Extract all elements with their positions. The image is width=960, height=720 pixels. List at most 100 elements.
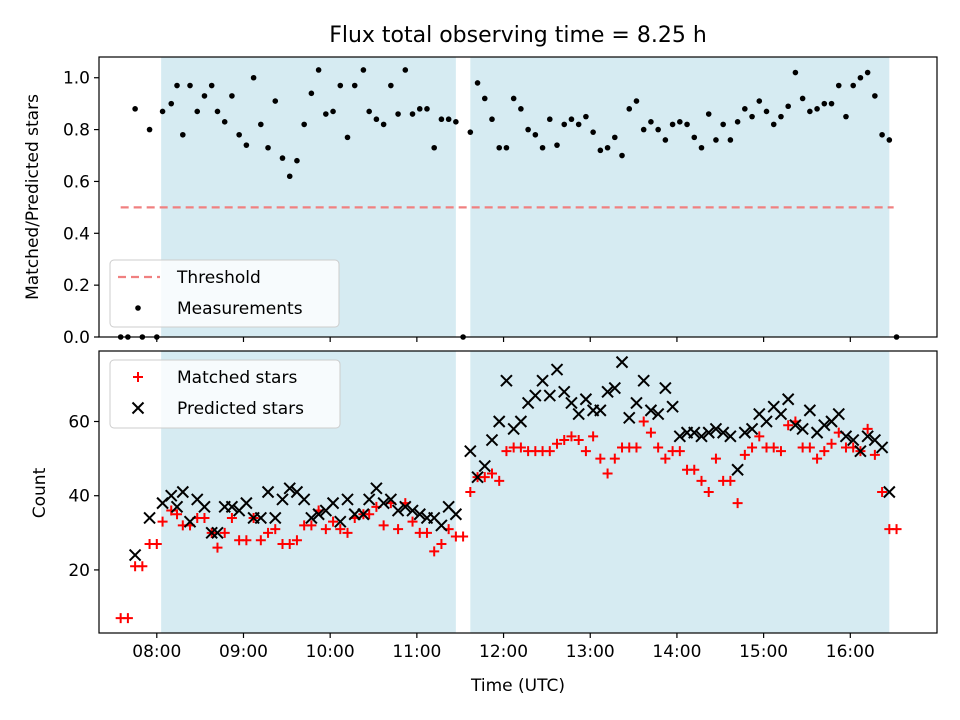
data-point bbox=[631, 442, 642, 453]
data-point bbox=[803, 404, 817, 417]
data-point bbox=[243, 142, 250, 148]
data-point bbox=[689, 464, 700, 475]
data-point bbox=[796, 422, 809, 436]
y-tick-label: 0.8 bbox=[63, 121, 90, 141]
x-tick-label: 16:00 bbox=[826, 642, 875, 662]
y-tick-label: 40 bbox=[68, 487, 90, 507]
data-point bbox=[799, 95, 806, 102]
data-point bbox=[187, 82, 193, 89]
data-point bbox=[778, 113, 784, 120]
data-point bbox=[792, 69, 799, 76]
data-point bbox=[180, 131, 186, 138]
data-point bbox=[804, 442, 815, 453]
data-point bbox=[402, 67, 409, 73]
data-point bbox=[421, 527, 432, 538]
data-point bbox=[698, 144, 705, 151]
data-point bbox=[485, 433, 499, 447]
data-point bbox=[323, 111, 329, 117]
data-point bbox=[261, 485, 275, 499]
data-point bbox=[760, 415, 773, 428]
data-point bbox=[205, 526, 218, 540]
y-tick-label: 0.4 bbox=[63, 224, 90, 244]
y-tick-label: 0.0 bbox=[63, 328, 90, 348]
data-point bbox=[236, 131, 242, 138]
data-point bbox=[194, 108, 201, 115]
x-tick-label: 13:00 bbox=[566, 642, 615, 662]
data-point bbox=[674, 446, 685, 457]
data-point bbox=[819, 446, 830, 457]
shaded-interval-2 bbox=[470, 351, 890, 633]
data-point bbox=[250, 74, 257, 81]
data-point bbox=[883, 485, 896, 499]
data-point bbox=[864, 69, 871, 76]
data-point bbox=[546, 116, 553, 123]
x-tick-label: 08:00 bbox=[132, 642, 181, 662]
data-point bbox=[399, 500, 412, 514]
data-point bbox=[255, 535, 266, 546]
data-point bbox=[240, 496, 253, 510]
data-point bbox=[875, 441, 889, 454]
data-point bbox=[301, 121, 307, 128]
data-point bbox=[602, 468, 613, 479]
data-point bbox=[366, 108, 372, 115]
data-point bbox=[768, 442, 779, 453]
data-point bbox=[467, 129, 474, 135]
data-point bbox=[619, 152, 625, 159]
data-point bbox=[626, 106, 633, 112]
legend-label: Measurements bbox=[177, 299, 303, 319]
y-tick-label: 60 bbox=[68, 413, 90, 433]
data-point bbox=[380, 121, 387, 128]
data-point bbox=[258, 121, 264, 128]
data-point bbox=[604, 144, 611, 151]
data-point bbox=[176, 485, 190, 499]
data-point bbox=[283, 482, 296, 495]
data-point bbox=[518, 106, 524, 112]
data-point bbox=[595, 453, 606, 464]
data-point bbox=[566, 431, 577, 442]
data-point bbox=[651, 407, 665, 421]
data-point bbox=[745, 422, 759, 436]
data-point bbox=[580, 446, 591, 457]
data-point bbox=[330, 108, 336, 115]
data-point bbox=[857, 74, 864, 81]
data-point bbox=[272, 98, 279, 104]
data-point bbox=[854, 444, 867, 458]
data-point bbox=[436, 538, 447, 549]
bottom-panel: 20 40 60 08:00 09:00 10:00 11:00 12:00 13:00 14:0… bbox=[68, 350, 938, 662]
data-point bbox=[337, 82, 344, 89]
data-point bbox=[384, 493, 398, 506]
legend: Matched stars Predicted stars bbox=[109, 359, 341, 429]
data-point bbox=[818, 419, 831, 432]
data-point bbox=[263, 527, 274, 538]
data-point bbox=[395, 111, 401, 117]
data-point bbox=[738, 426, 752, 439]
data-point bbox=[812, 453, 823, 464]
data-point bbox=[850, 82, 856, 89]
y-tick-label: 20 bbox=[68, 561, 90, 581]
data-point bbox=[879, 131, 885, 138]
legend-marker bbox=[133, 372, 143, 382]
data-point bbox=[486, 468, 497, 479]
data-point bbox=[559, 435, 570, 446]
data-point bbox=[645, 427, 656, 438]
data-point bbox=[861, 430, 874, 443]
data-point bbox=[835, 82, 842, 89]
data-point bbox=[229, 93, 235, 99]
data-point bbox=[575, 121, 582, 128]
data-point bbox=[165, 489, 178, 502]
data-point bbox=[839, 430, 853, 443]
data-point bbox=[198, 500, 211, 514]
data-point bbox=[713, 137, 719, 143]
data-point bbox=[291, 535, 302, 546]
data-point bbox=[550, 363, 564, 376]
data-point bbox=[710, 453, 721, 464]
data-point bbox=[659, 381, 672, 395]
data-point bbox=[539, 144, 546, 151]
data-point bbox=[364, 509, 375, 520]
data-point bbox=[843, 113, 849, 120]
data-point bbox=[315, 67, 322, 73]
data-point bbox=[341, 493, 354, 506]
data-point bbox=[543, 389, 556, 402]
data-point bbox=[241, 535, 252, 546]
data-point bbox=[306, 520, 317, 531]
